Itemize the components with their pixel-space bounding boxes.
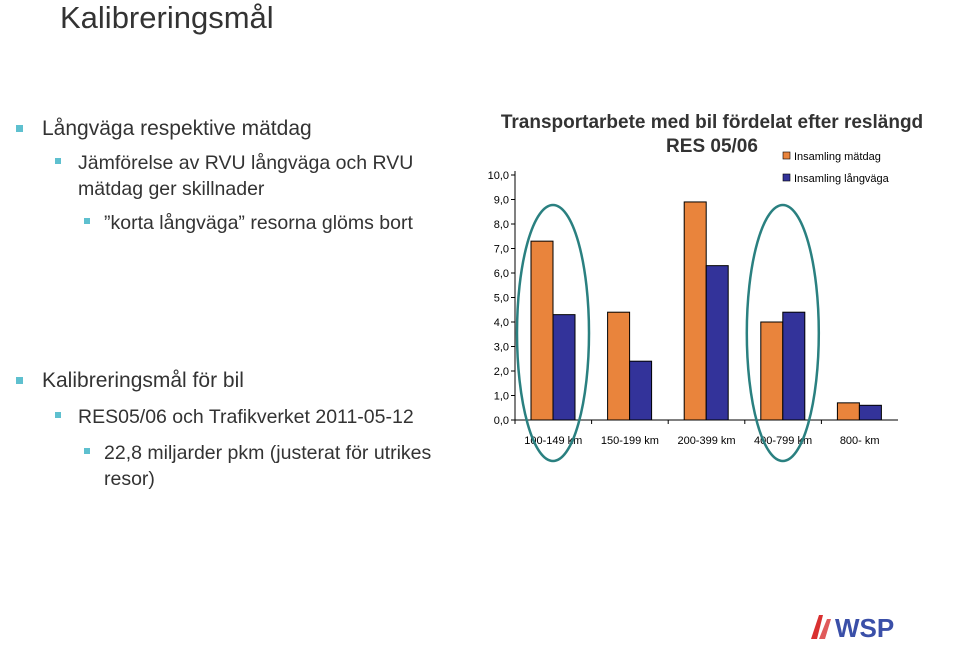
legend-swatch — [782, 151, 791, 160]
bar-langvaga — [705, 265, 729, 421]
bullet-square-icon — [55, 412, 61, 418]
logo-stripe — [811, 615, 823, 639]
bar-matdag — [683, 201, 707, 421]
bar-langvaga — [552, 314, 576, 421]
legend-label: Insamling långväga — [794, 173, 890, 185]
y-tick-label: 7,0 — [494, 244, 509, 256]
bullet-text: Jämförelse av RVU långväga och RVU — [78, 152, 414, 174]
x-tick-label: 100-149 km — [524, 435, 582, 447]
y-tick-label: 0,0 — [494, 415, 509, 427]
bullet-square-icon — [16, 125, 23, 132]
bar-matdag — [607, 311, 631, 421]
highlight-ellipse — [515, 203, 591, 463]
y-tick-label: 6,0 — [494, 268, 509, 280]
bar-matdag — [760, 321, 784, 421]
y-tick-label: 8,0 — [494, 219, 509, 231]
bullet-text: mätdag ger skillnader — [78, 178, 265, 200]
logo-stripe — [819, 619, 831, 639]
bullet-l1: Kalibreringsmål för bil — [12, 368, 431, 394]
bullet-l2: RES05/06 och Trafikverket 2011-05-12 — [12, 404, 431, 430]
y-tick-label: 1,0 — [494, 391, 509, 403]
bar-langvaga — [858, 404, 882, 421]
bullet-block-1: Långväga respektive mätdag Jämförelse av… — [12, 116, 413, 236]
legend-label: Insamling mätdag — [794, 151, 881, 163]
bullet-block-2: Kalibreringsmål för bil RES05/06 och Tra… — [12, 368, 431, 492]
legend-swatch — [782, 173, 791, 182]
slide-title: Kalibreringsmål — [60, 0, 274, 35]
bullet-text: ”korta långväga” resorna glöms bort — [104, 212, 413, 234]
bullet-l2: Jämförelse av RVU långväga och RVU mätdag… — [12, 150, 413, 202]
bullet-square-icon — [55, 158, 61, 164]
x-tick-label: 150-199 km — [601, 435, 659, 447]
x-tick-label: 200-399 km — [677, 435, 735, 447]
bullet-square-icon — [84, 218, 90, 224]
bar-matdag — [530, 240, 554, 421]
bar-matdag — [836, 402, 860, 421]
y-tick-label: 5,0 — [494, 293, 509, 305]
bullet-l3: 22,8 miljarder pkm (justerat för utrikes… — [12, 440, 431, 492]
y-tick-label: 4,0 — [494, 317, 509, 329]
x-tick-label: 400-799 km — [754, 435, 812, 447]
y-tick-label: 10,0 — [488, 170, 509, 182]
bar-langvaga — [782, 311, 806, 421]
chart-subtitle: RES 05/06 — [666, 136, 758, 157]
wsp-logo: WSP — [811, 613, 894, 643]
bullet-text: Kalibreringsmål för bil — [42, 369, 244, 392]
bullet-square-icon — [84, 448, 90, 454]
y-tick-label: 2,0 — [494, 366, 509, 378]
bullet-l1: Långväga respektive mätdag — [12, 116, 413, 142]
bullet-text: RES05/06 och Trafikverket 2011-05-12 — [78, 406, 414, 428]
bullet-text: resor) — [104, 468, 155, 490]
x-tick-label: 800- km — [840, 435, 880, 447]
chart-title: Transportarbete med bil fördelat efter r… — [501, 112, 923, 133]
y-tick-label: 3,0 — [494, 342, 509, 354]
bar-langvaga — [629, 360, 653, 421]
y-tick-label: 9,0 — [494, 195, 509, 207]
bullet-l3: ”korta långväga” resorna glöms bort — [12, 210, 413, 236]
logo-text: WSP — [835, 613, 894, 643]
highlight-ellipse — [745, 203, 821, 463]
bullet-square-icon — [16, 377, 23, 384]
bullet-text: 22,8 miljarder pkm (justerat för utrikes — [104, 442, 432, 464]
bullet-text: Långväga respektive mätdag — [42, 117, 312, 140]
